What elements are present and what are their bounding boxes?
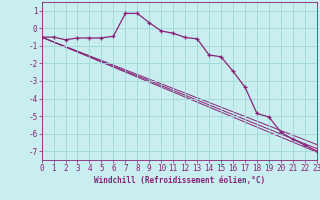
- X-axis label: Windchill (Refroidissement éolien,°C): Windchill (Refroidissement éolien,°C): [94, 176, 265, 185]
